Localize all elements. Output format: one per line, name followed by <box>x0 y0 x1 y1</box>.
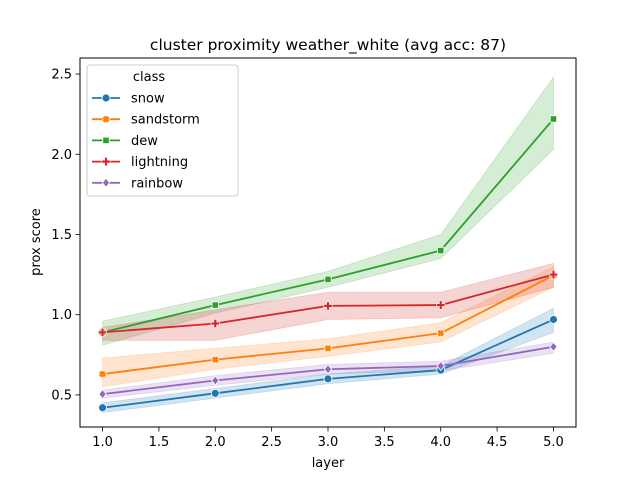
legend-label-sandstorm: sandstorm <box>131 113 200 128</box>
data-point-lightning <box>98 327 108 337</box>
legend-items: snow sandstorm dew lightning rainbow <box>92 92 200 191</box>
legend-box <box>86 64 239 197</box>
data-point-rainbow <box>98 388 107 400</box>
legend-marker-lightning <box>101 157 111 167</box>
x-tick-label: 2.0 <box>205 435 226 450</box>
data-point-snow <box>98 403 107 413</box>
data-point-lightning <box>436 300 446 310</box>
x-tick-label: 5.0 <box>543 435 564 450</box>
series-markers <box>98 115 558 413</box>
legend: class snow sandstorm dew lightning rainbow <box>86 64 239 197</box>
data-point-rainbow <box>436 360 445 372</box>
legend-item-lightning: lightning <box>92 155 188 170</box>
data-point-rainbow <box>323 364 333 375</box>
chart-title: cluster proximity weather_white (avg acc… <box>150 36 506 55</box>
x-axis-label: layer <box>312 456 345 471</box>
legend-label-rainbow: rainbow <box>131 176 183 191</box>
y-tick-label: 1.5 <box>51 228 72 243</box>
data-point-lightning <box>210 319 220 329</box>
legend-marker-sandstorm <box>101 114 111 124</box>
x-tick-label: 1.5 <box>149 435 170 450</box>
data-point-dew <box>437 246 445 255</box>
x-axis-ticks: 1.0 1.5 2.0 2.5 3.0 3.5 4.0 4.5 5.0 <box>92 427 564 450</box>
data-point-dew <box>324 275 332 284</box>
data-point-sandstorm <box>323 344 333 353</box>
data-point-sandstorm <box>436 328 446 338</box>
legend-title: class <box>133 70 165 85</box>
y-axis-label: prox score <box>29 208 44 276</box>
data-point-snow <box>210 388 220 398</box>
x-tick-label: 3.0 <box>318 435 339 450</box>
data-point-rainbow <box>549 341 558 352</box>
data-point-sandstorm <box>210 355 220 364</box>
y-tick-label: 2.0 <box>51 148 72 163</box>
legend-label-lightning: lightning <box>131 155 188 170</box>
y-tick-label: 2.5 <box>51 68 72 83</box>
y-tick-label: 0.5 <box>51 388 72 403</box>
legend-item-sandstorm: sandstorm <box>92 113 200 128</box>
legend-marker-rainbow <box>101 177 111 188</box>
data-point-dew <box>549 115 558 123</box>
legend-item-rainbow: rainbow <box>92 176 183 191</box>
legend-label-dew: dew <box>131 134 158 149</box>
x-tick-label: 4.5 <box>487 435 508 450</box>
legend-label-snow: snow <box>131 92 165 107</box>
data-point-lightning <box>548 270 558 280</box>
legend-marker-dew <box>102 136 110 144</box>
legend-item-snow: snow <box>92 92 165 107</box>
data-point-lightning <box>323 301 333 311</box>
legend-marker-snow <box>101 93 111 103</box>
data-point-snow <box>549 315 558 324</box>
legend-item-dew: dew <box>92 134 158 149</box>
x-tick-label: 2.5 <box>261 435 282 450</box>
x-tick-label: 4.0 <box>430 435 451 450</box>
x-tick-label: 3.5 <box>374 435 395 450</box>
ci-band-dew <box>102 76 554 346</box>
data-point-dew <box>211 301 219 309</box>
y-axis-ticks: 0.5 1.0 1.5 2.0 2.5 <box>51 68 80 403</box>
data-point-snow <box>323 374 333 384</box>
x-tick-label: 1.0 <box>92 435 113 450</box>
y-tick-label: 1.0 <box>51 308 72 323</box>
data-point-sandstorm <box>98 369 107 379</box>
data-point-rainbow <box>211 375 220 386</box>
